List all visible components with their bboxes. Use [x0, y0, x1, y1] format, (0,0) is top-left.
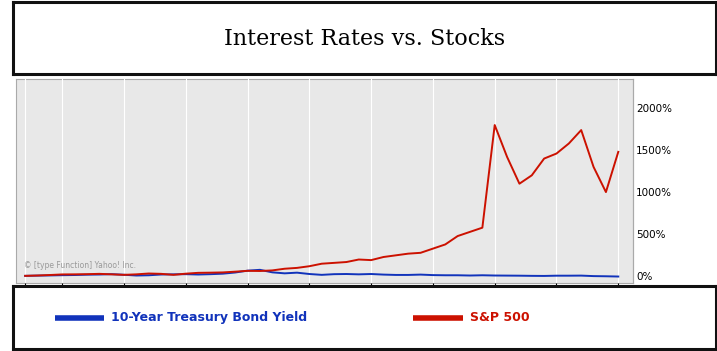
Text: Interest Rates vs. Stocks: Interest Rates vs. Stocks [224, 28, 505, 50]
Text: S&P 500: S&P 500 [470, 311, 529, 324]
Text: 10-Year Treasury Bond Yield: 10-Year Treasury Bond Yield [111, 311, 308, 324]
Text: © [type Function] Yahoo! Inc.: © [type Function] Yahoo! Inc. [24, 261, 136, 270]
